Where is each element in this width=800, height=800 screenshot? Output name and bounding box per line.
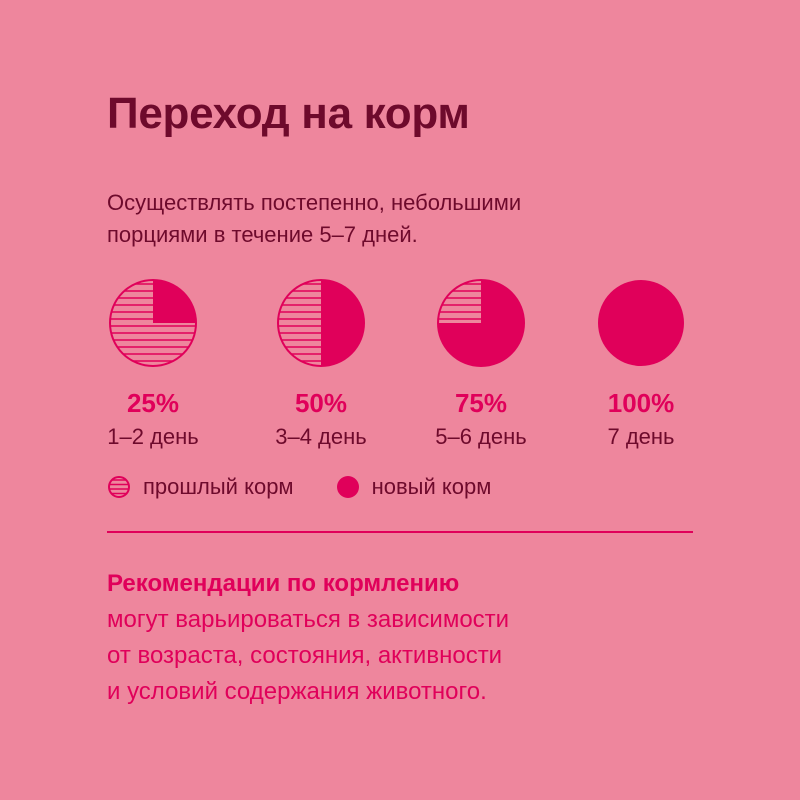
- intro-text: Осуществлять постепенно, небольшими порц…: [107, 187, 707, 251]
- striped-circle-icon: [108, 476, 130, 498]
- recommendation-line-3: и условий содержания животного.: [107, 678, 487, 705]
- stage-days: 1–2 день: [107, 424, 199, 449]
- legend-old-food-label: прошлый корм: [143, 474, 294, 499]
- new-food-wedge: [438, 280, 524, 366]
- new-food-wedge: [153, 280, 196, 323]
- pie-chart-icon: [598, 280, 684, 366]
- legend-new-food: новый корм: [336, 474, 492, 500]
- page-title: Переход на корм: [107, 89, 470, 138]
- intro-line-2: порциями в течение 5–7 дней.: [107, 222, 418, 247]
- legend-new-food-label: новый корм: [371, 474, 492, 499]
- stage-percent: 100%: [607, 388, 675, 418]
- stage-days: 5–6 день: [435, 424, 527, 449]
- stage-percent: 25%: [126, 388, 180, 418]
- pie-chart-icon: [277, 279, 365, 367]
- legend: прошлый корм новый корм: [107, 472, 533, 502]
- legend-old-food: прошлый корм: [107, 474, 294, 500]
- intro-line-1: Осуществлять постепенно, небольшими: [107, 190, 522, 215]
- recommendation-line-1: могут варьироваться в зависимости: [107, 606, 510, 633]
- stage-percent: 75%: [454, 388, 508, 418]
- stage-percent: 50%: [294, 388, 348, 418]
- recommendation-text: Рекомендации по кормлению могут варьиров…: [107, 566, 727, 710]
- divider: [107, 531, 693, 533]
- pie-outline: [437, 279, 525, 367]
- pie-chart-icon: [109, 279, 197, 367]
- pie-outline: [277, 279, 365, 367]
- new-food-wedge: [321, 280, 364, 366]
- filled-circle-icon: [336, 476, 359, 498]
- recommendation-line-2: от возраста, состояния, активности: [107, 642, 503, 669]
- recommendation-heading: Рекомендации по кормлению: [107, 570, 460, 597]
- pie-outline: [109, 279, 197, 367]
- stage-days: 3–4 день: [275, 424, 367, 449]
- stage-days: 7 день: [607, 424, 675, 449]
- pie-chart-icon: [437, 279, 525, 367]
- new-food-wedge: [598, 280, 684, 366]
